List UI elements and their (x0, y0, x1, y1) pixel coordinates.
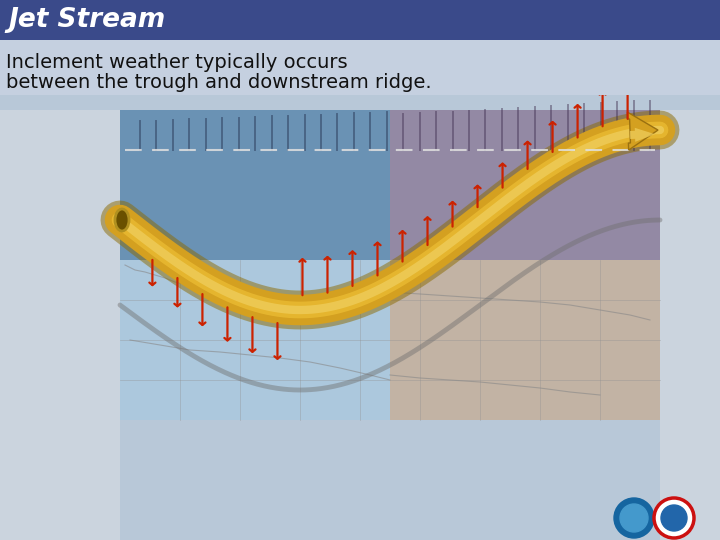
FancyArrow shape (630, 128, 655, 142)
Polygon shape (120, 260, 390, 420)
Circle shape (614, 498, 654, 538)
Circle shape (620, 504, 648, 532)
Polygon shape (390, 110, 660, 260)
Polygon shape (390, 260, 660, 420)
Polygon shape (660, 110, 720, 540)
FancyArrow shape (627, 112, 658, 150)
Text: Jet Stream: Jet Stream (8, 7, 166, 33)
Ellipse shape (115, 209, 129, 231)
Polygon shape (0, 110, 120, 540)
Text: Inclement weather typically occurs: Inclement weather typically occurs (6, 52, 348, 71)
Bar (0, 0, 720, 40)
Polygon shape (120, 110, 390, 260)
Bar (0, 40, 720, 95)
Text: between the trough and downstream ridge.: between the trough and downstream ridge. (6, 72, 431, 91)
Circle shape (654, 498, 694, 538)
Circle shape (661, 505, 687, 531)
